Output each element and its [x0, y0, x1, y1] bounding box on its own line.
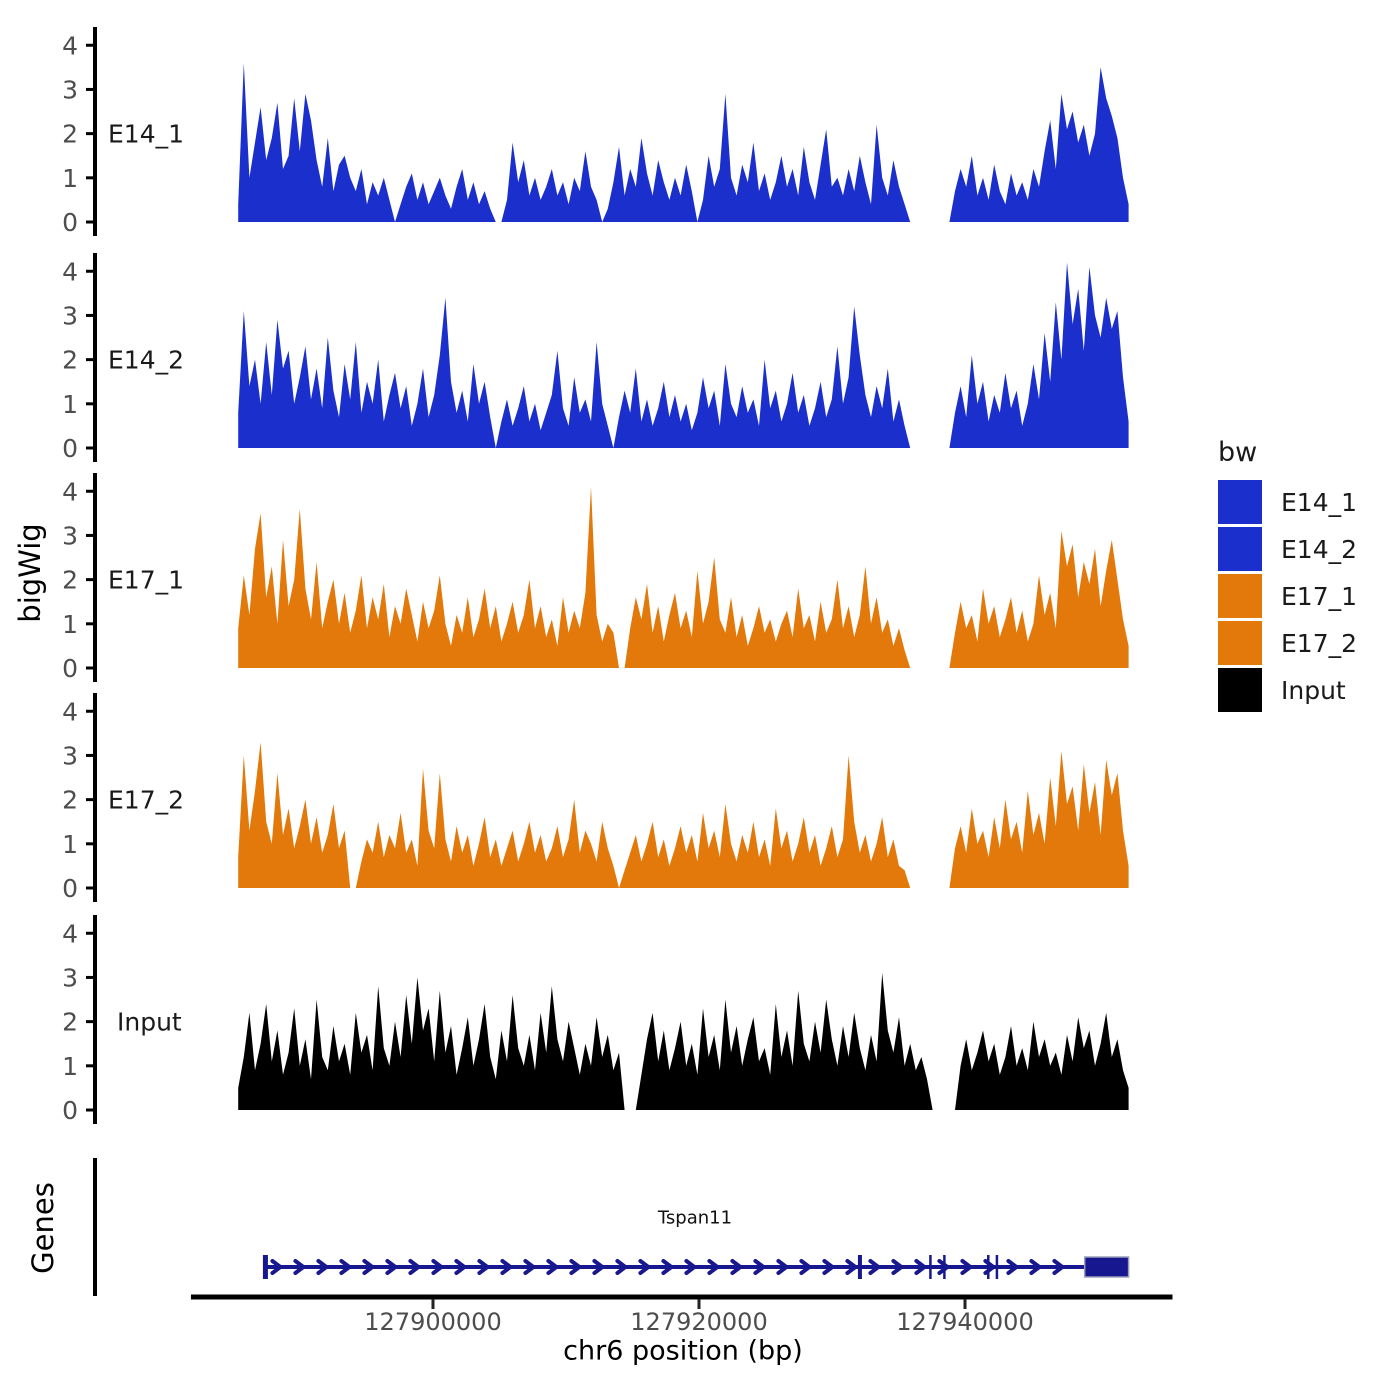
legend-swatch-E14_1 [1218, 480, 1262, 524]
gene-strand-arrow-icon [1029, 1259, 1043, 1275]
gene-strand-arrow-icon [684, 1259, 698, 1275]
y-tick-label: 3 [62, 741, 78, 770]
gene-strand-arrow-icon [891, 1259, 905, 1275]
y-tick-label: 4 [62, 919, 78, 948]
gene-strand-arrow-icon [362, 1259, 376, 1275]
gene-exon-tick [929, 1255, 932, 1279]
track-label-E17_2: E17_2 [108, 786, 184, 815]
legend-swatch-Input [1218, 668, 1262, 712]
y-tick-label: 2 [62, 346, 78, 375]
track-label-Input: Input [117, 1008, 182, 1037]
x-tick-label: 127940000 [896, 1308, 1033, 1336]
y-tick-label: 2 [62, 566, 78, 595]
y-tick-label: 0 [62, 1096, 78, 1125]
legend-label-E14_2: E14_2 [1281, 535, 1357, 564]
gene-exon-box [1083, 1256, 1130, 1278]
gene-strand-arrow-icon [431, 1259, 445, 1275]
gene-strand-arrow-icon [592, 1259, 606, 1275]
gene-strand-arrow-icon [316, 1259, 330, 1275]
y-tick-label: 3 [62, 75, 78, 104]
x-tick-label: 127900000 [364, 1308, 501, 1336]
gene-strand-arrow-icon [385, 1259, 399, 1275]
gene-strand-arrow-icon [569, 1259, 583, 1275]
y-tick-label: 2 [62, 786, 78, 815]
gene-strand-arrow-icon [339, 1259, 353, 1275]
x-axis-title: chr6 position (bp) [563, 1335, 803, 1367]
gene-strand-arrow-icon [638, 1259, 652, 1275]
gene-strand-arrow-icon [293, 1259, 307, 1275]
legend-label-Input: Input [1281, 676, 1346, 705]
y-tick-label: 0 [62, 654, 78, 683]
gene-strand-arrow-icon [868, 1259, 882, 1275]
gene-strand-arrow-icon [937, 1259, 951, 1275]
gene-strand-arrow-icon [730, 1259, 744, 1275]
gene-strand-arrow-icon [1052, 1259, 1066, 1275]
gene-strand-arrow-icon [822, 1259, 836, 1275]
gene-strand-arrow-icon [523, 1259, 537, 1275]
y-tick-label: 3 [62, 301, 78, 330]
gene-strand-arrow-icon [661, 1259, 675, 1275]
gene-strand-arrow-icon [454, 1259, 468, 1275]
gene-name-label: Tspan11 [657, 1207, 733, 1229]
y-tick-label: 4 [62, 697, 78, 726]
track-label-E17_1: E17_1 [108, 566, 184, 595]
gene-exon-tick [987, 1255, 990, 1279]
gene-strand-arrow-icon [500, 1259, 514, 1275]
gene-strand-arrow-icon [270, 1259, 284, 1275]
gene-exon-tick [943, 1255, 946, 1279]
legend-title: bw [1218, 437, 1258, 468]
y-tick-label: 2 [62, 1008, 78, 1037]
y-tick-label: 1 [62, 164, 78, 193]
y-tick-label: 2 [62, 120, 78, 149]
y-tick-label: 3 [62, 521, 78, 550]
legend-label-E14_1: E14_1 [1281, 488, 1357, 517]
legend-swatch-E14_2 [1218, 527, 1262, 571]
y-tick-label: 4 [62, 257, 78, 286]
y-tick-label: 0 [62, 874, 78, 903]
gene-strand-arrow-icon [914, 1259, 928, 1275]
x-tick-label: 127920000 [630, 1308, 767, 1336]
coverage-area-E14_1 [238, 62, 1129, 223]
track-label-E14_2: E14_2 [108, 346, 184, 375]
genes-panel-title: Genes [26, 1182, 60, 1274]
gene-strand-arrow-icon [546, 1259, 560, 1275]
coverage-area-E17_1 [238, 486, 1129, 668]
gene-exon-tick [995, 1255, 999, 1279]
y-tick-label: 4 [62, 31, 78, 60]
gene-strand-arrow-icon [707, 1259, 721, 1275]
gene-strand-arrow-icon [408, 1259, 422, 1275]
y-tick-label: 4 [62, 477, 78, 506]
gene-strand-arrow-icon [1006, 1259, 1020, 1275]
y-axis-title: bigWig [13, 523, 47, 623]
coverage-area-Input [238, 973, 1129, 1110]
legend-swatch-E17_1 [1218, 574, 1262, 618]
coverage-area-E17_2 [238, 742, 1129, 888]
y-tick-label: 1 [62, 390, 78, 419]
gene-strand-arrow-icon [845, 1259, 859, 1275]
y-tick-label: 1 [62, 1052, 78, 1081]
gene-exon-tick [857, 1255, 862, 1279]
legend-label-E17_2: E17_2 [1281, 629, 1357, 658]
gene-strand-arrow-icon [776, 1259, 790, 1275]
y-tick-label: 1 [62, 610, 78, 639]
y-tick-label: 0 [62, 208, 78, 237]
track-label-E14_1: E14_1 [108, 120, 184, 149]
gene-exon-tick [262, 1255, 268, 1279]
y-tick-label: 1 [62, 830, 78, 859]
gene-strand-arrow-icon [615, 1259, 629, 1275]
gene-strand-arrow-icon [477, 1259, 491, 1275]
coverage-area-E14_2 [238, 262, 1129, 448]
y-tick-label: 3 [62, 963, 78, 992]
legend-swatch-E17_2 [1218, 621, 1262, 665]
gene-strand-arrow-icon [753, 1259, 767, 1275]
y-tick-label: 0 [62, 434, 78, 463]
legend-label-E17_1: E17_1 [1281, 582, 1357, 611]
gene-strand-arrow-icon [799, 1259, 813, 1275]
gene-strand-arrow-icon [960, 1259, 974, 1275]
